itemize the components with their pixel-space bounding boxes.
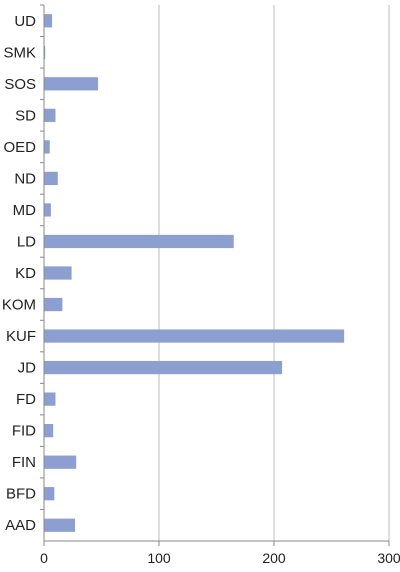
bar-jd	[44, 360, 283, 375]
category-label-oed: OED	[3, 139, 36, 156]
category-label-smk: SMK	[3, 44, 36, 61]
bar-aad	[44, 518, 76, 532]
x-tick-label-100: 100	[147, 550, 171, 566]
category-label-jd: JD	[18, 360, 37, 377]
bar-fin	[44, 455, 77, 469]
bar-bfd	[44, 487, 55, 501]
category-labels: UD SMK SOS SD OED ND MD LD KD KOM KUF JD FD FID FIN BFD…	[2, 4, 44, 534]
category-label-ud: UD	[14, 13, 36, 30]
bar-oed	[44, 140, 50, 154]
bar-smk	[44, 45, 46, 59]
category-label-md: MD	[13, 202, 36, 219]
category-label-sos: SOS	[4, 76, 36, 93]
x-tick-label-0: 0	[40, 550, 48, 566]
category-label-fid: FID	[12, 423, 36, 440]
category-label-nd: ND	[14, 170, 36, 187]
gridlines	[158, 5, 390, 541]
category-label-kuf: KUF	[6, 328, 36, 345]
bar-kom	[44, 297, 63, 312]
x-tick-label-300: 300	[377, 550, 400, 566]
bar-nd	[44, 171, 58, 186]
x-tick-labels: 0 100 200 300	[40, 541, 400, 566]
category-label-aad: AAD	[5, 517, 36, 534]
category-label-sd: SD	[15, 107, 36, 124]
category-label-kom: KOM	[2, 297, 36, 314]
x-tick-label-200: 200	[262, 550, 286, 566]
category-label-fd: FD	[16, 391, 36, 408]
bar-kuf	[44, 329, 345, 343]
bar-fid	[44, 424, 54, 438]
category-label-kd: KD	[15, 265, 36, 282]
bar-sd	[44, 108, 56, 122]
bars	[44, 14, 345, 532]
bar-md	[44, 203, 51, 217]
bar-kd	[44, 266, 72, 280]
category-label-fin: FIN	[12, 454, 36, 471]
category-label-bfd: BFD	[6, 486, 36, 503]
bar-ud	[44, 14, 53, 28]
category-label-ld: LD	[17, 233, 36, 250]
bar-fd	[44, 392, 56, 406]
bar-sos	[44, 77, 99, 91]
bar-ld	[44, 234, 234, 249]
